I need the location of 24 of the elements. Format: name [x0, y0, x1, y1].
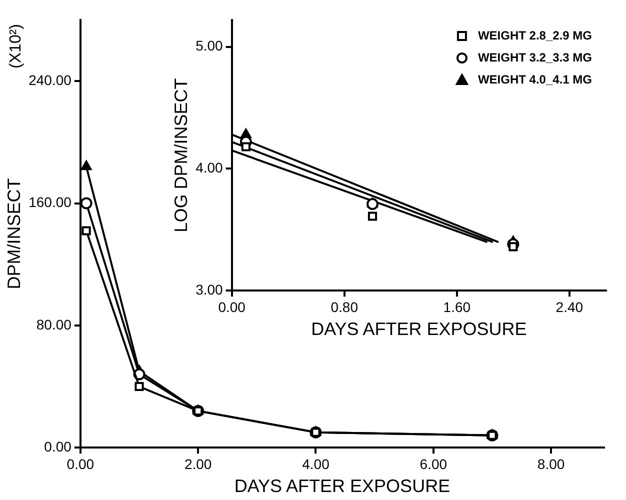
x-axis-title: DAYS AFTER EXPOSURE: [234, 476, 450, 496]
x-tick-label: 6.00: [420, 456, 448, 472]
x-axis-title: DAYS AFTER EXPOSURE: [311, 319, 527, 340]
y-tick-label: 160.00: [28, 194, 72, 210]
y-axis-title: DPM/INSECT: [4, 178, 24, 290]
x-tick-label: 0.00: [66, 456, 94, 472]
x-tick-label: 0.80: [330, 298, 358, 315]
y-tick-label: 3.00: [196, 281, 224, 298]
x-tick-label: 4.00: [302, 456, 330, 472]
y-tick-label: 80.00: [36, 316, 72, 332]
x-tick-label: 8.00: [537, 456, 565, 472]
x-tick-label: 1.60: [443, 298, 471, 315]
y-tick-label: 240.00: [28, 72, 72, 88]
x-tick-label: 2.00: [184, 456, 212, 472]
x-tick-label: 0.00: [218, 298, 246, 315]
y-tick-label: 5.00: [196, 38, 224, 54]
y-tick-label: 0.00: [44, 438, 72, 454]
legend-label: WEIGHT 3.2_3.3 MG: [478, 50, 592, 64]
y-tick-label: 4.00: [196, 160, 224, 176]
text: (X10²): [7, 24, 24, 68]
x-tick-label: 2.40: [556, 298, 584, 315]
legend-label: WEIGHT 2.8_2.9 MG: [478, 28, 592, 42]
legend-label: WEIGHT 4.0_4.1 MG: [478, 72, 592, 86]
y-axis-title: LOG DPM/INSECT: [170, 78, 191, 232]
